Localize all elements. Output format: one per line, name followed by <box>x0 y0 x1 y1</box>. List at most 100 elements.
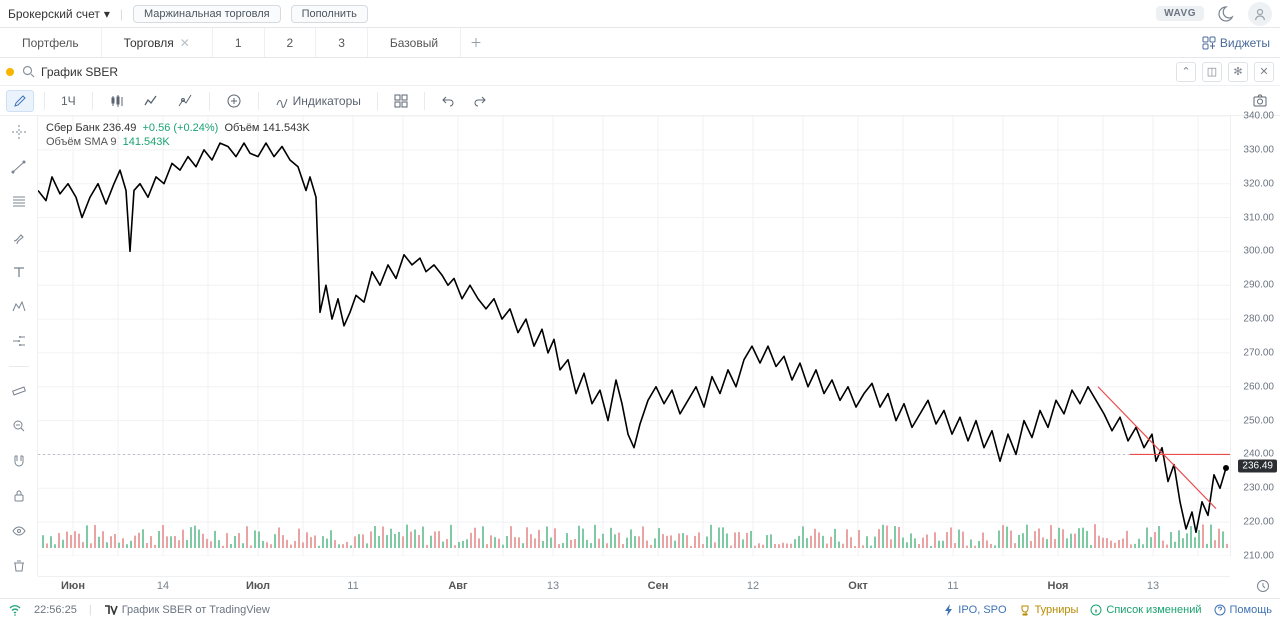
topbar: Брокерский счет ▾ | Маржинальная торговл… <box>0 0 1280 28</box>
close-icon[interactable]: ✕ <box>180 36 190 50</box>
grid-icon <box>394 94 408 108</box>
ruler-tool[interactable] <box>8 381 30 402</box>
tab-label: Торговля <box>124 36 174 50</box>
tab-portfolio[interactable]: Портфель <box>0 28 102 57</box>
tournaments-link[interactable]: Турниры <box>1019 604 1079 616</box>
tabs-bar: Портфель Торговля ✕ 1 2 3 Базовый ＋ Видж… <box>0 28 1280 58</box>
info-icon <box>1090 604 1102 616</box>
crosshair-tool[interactable] <box>8 122 30 143</box>
wavg-badge[interactable]: WAVG <box>1156 6 1204 21</box>
timeframe-label: 1Ч <box>61 94 76 108</box>
help-link[interactable]: Помощь <box>1214 604 1273 616</box>
changelog-link[interactable]: Список изменений <box>1090 604 1201 616</box>
tab-2[interactable]: 2 <box>265 28 317 57</box>
symbol-text: График SBER <box>41 65 118 79</box>
brush-tool[interactable] <box>8 227 30 248</box>
hide-tool[interactable] <box>8 520 30 541</box>
sma-label: Объём SMA 9 <box>46 136 117 148</box>
pencil-icon <box>13 94 27 108</box>
tab-label: Портфель <box>22 36 79 50</box>
y-axis[interactable]: 210.00220.00230.00240.00250.00260.00270.… <box>1230 116 1280 556</box>
symbol-search[interactable]: График SBER <box>22 65 1168 79</box>
fib-tool[interactable] <box>8 192 30 213</box>
search-icon <box>22 65 35 78</box>
layout-grid-button[interactable] <box>388 90 414 112</box>
tab-3[interactable]: 3 <box>316 28 368 57</box>
lock-tool[interactable] <box>8 485 30 506</box>
ipo-label: IPO, SPO <box>958 604 1006 616</box>
profile-icon[interactable] <box>1248 2 1272 26</box>
chart-legend: Сбер Банк 236.49 +0.56 (+0.24%) Объём 14… <box>46 122 310 148</box>
footer: 22:56:25 | График SBER от TradingView IP… <box>0 598 1280 620</box>
add-tab-button[interactable]: ＋ <box>461 28 491 57</box>
symbol-bar: График SBER ⌃ ◫ ✻ ✕ <box>0 58 1280 86</box>
instrument-change: +0.56 (+0.24%) <box>142 122 218 134</box>
widgets-label: Виджеты <box>1220 36 1270 50</box>
redo-icon <box>473 94 487 108</box>
chart-style-candles-button[interactable] <box>103 90 131 112</box>
widgets-icon <box>1202 36 1216 50</box>
compare-button[interactable] <box>171 90 199 112</box>
chart-area[interactable]: Сбер Банк 236.49 +0.56 (+0.24%) Объём 14… <box>38 116 1230 576</box>
left-toolbar <box>0 116 38 576</box>
collapse-icon[interactable]: ⌃ <box>1176 62 1196 82</box>
tab-base[interactable]: Базовый <box>368 28 461 57</box>
chevron-down-icon: ▾ <box>104 7 110 21</box>
line-chart-icon <box>143 93 159 109</box>
compare-icon <box>177 93 193 109</box>
undo-button[interactable] <box>435 90 461 112</box>
tv-logo-icon <box>104 605 118 615</box>
main-area: Сбер Банк 236.49 +0.56 (+0.24%) Объём 14… <box>0 116 1280 576</box>
trendline-tool[interactable] <box>8 157 30 178</box>
tv-label: График SBER от TradingView <box>122 604 270 616</box>
volume-value: 141.543K <box>263 122 310 134</box>
tab-label: 3 <box>338 36 345 50</box>
redo-button[interactable] <box>467 90 493 112</box>
tab-label: Базовый <box>390 36 438 50</box>
tab-label: 2 <box>287 36 294 50</box>
account-selector[interactable]: Брокерский счет ▾ <box>8 7 110 21</box>
indicators-button[interactable]: Индикаторы <box>269 90 367 112</box>
ipo-link[interactable]: IPO, SPO <box>944 604 1006 616</box>
footer-time: 22:56:25 <box>34 604 77 616</box>
goto-date-icon[interactable] <box>1256 579 1270 593</box>
settings-icon[interactable]: ✻ <box>1228 62 1248 82</box>
tab-trading[interactable]: Торговля ✕ <box>102 28 213 57</box>
account-label: Брокерский счет <box>8 7 100 21</box>
trash-tool[interactable] <box>8 555 30 576</box>
close-panel-icon[interactable]: ✕ <box>1254 62 1274 82</box>
text-tool[interactable] <box>8 261 30 282</box>
layout-icon[interactable]: ◫ <box>1202 62 1222 82</box>
forecast-tool[interactable] <box>8 331 30 352</box>
widgets-button[interactable]: Виджеты <box>1192 28 1280 57</box>
tourn-label: Турниры <box>1035 604 1079 616</box>
undo-icon <box>441 94 455 108</box>
snapshot-button[interactable] <box>1246 90 1274 112</box>
chart-svg <box>38 116 1230 556</box>
tradingview-link[interactable]: График SBER от TradingView <box>104 604 270 616</box>
tab-1[interactable]: 1 <box>213 28 265 57</box>
timeframe-selector[interactable]: 1Ч <box>55 90 82 112</box>
add-indicator-button[interactable] <box>220 90 248 112</box>
connection-icon <box>8 603 22 617</box>
zoom-tool[interactable] <box>8 416 30 437</box>
indicators-label: Индикаторы <box>293 94 361 108</box>
camera-icon <box>1252 93 1268 109</box>
status-dot-icon <box>6 68 14 76</box>
plus-circle-icon <box>226 93 242 109</box>
trophy-icon <box>1019 604 1031 616</box>
theme-toggle-icon[interactable] <box>1214 2 1238 26</box>
chart-style-line-button[interactable] <box>137 90 165 112</box>
volume-label: Объём <box>224 122 259 134</box>
x-axis[interactable]: Июн14Июл11Авг13Сен12Окт11Ноя13 <box>38 576 1230 598</box>
magnet-tool[interactable] <box>8 451 30 472</box>
chart-toolbar: 1Ч Индикаторы <box>0 86 1280 116</box>
sma-value: 141.543K <box>123 136 170 148</box>
margin-trading-button[interactable]: Маржинальная торговля <box>133 5 281 23</box>
fx-icon <box>275 94 289 108</box>
pattern-tool[interactable] <box>8 296 30 317</box>
price-tag: 236.49 <box>1238 460 1277 473</box>
deposit-button[interactable]: Пополнить <box>291 5 368 23</box>
help-label: Помощь <box>1230 604 1273 616</box>
edit-tool-button[interactable] <box>6 90 34 112</box>
